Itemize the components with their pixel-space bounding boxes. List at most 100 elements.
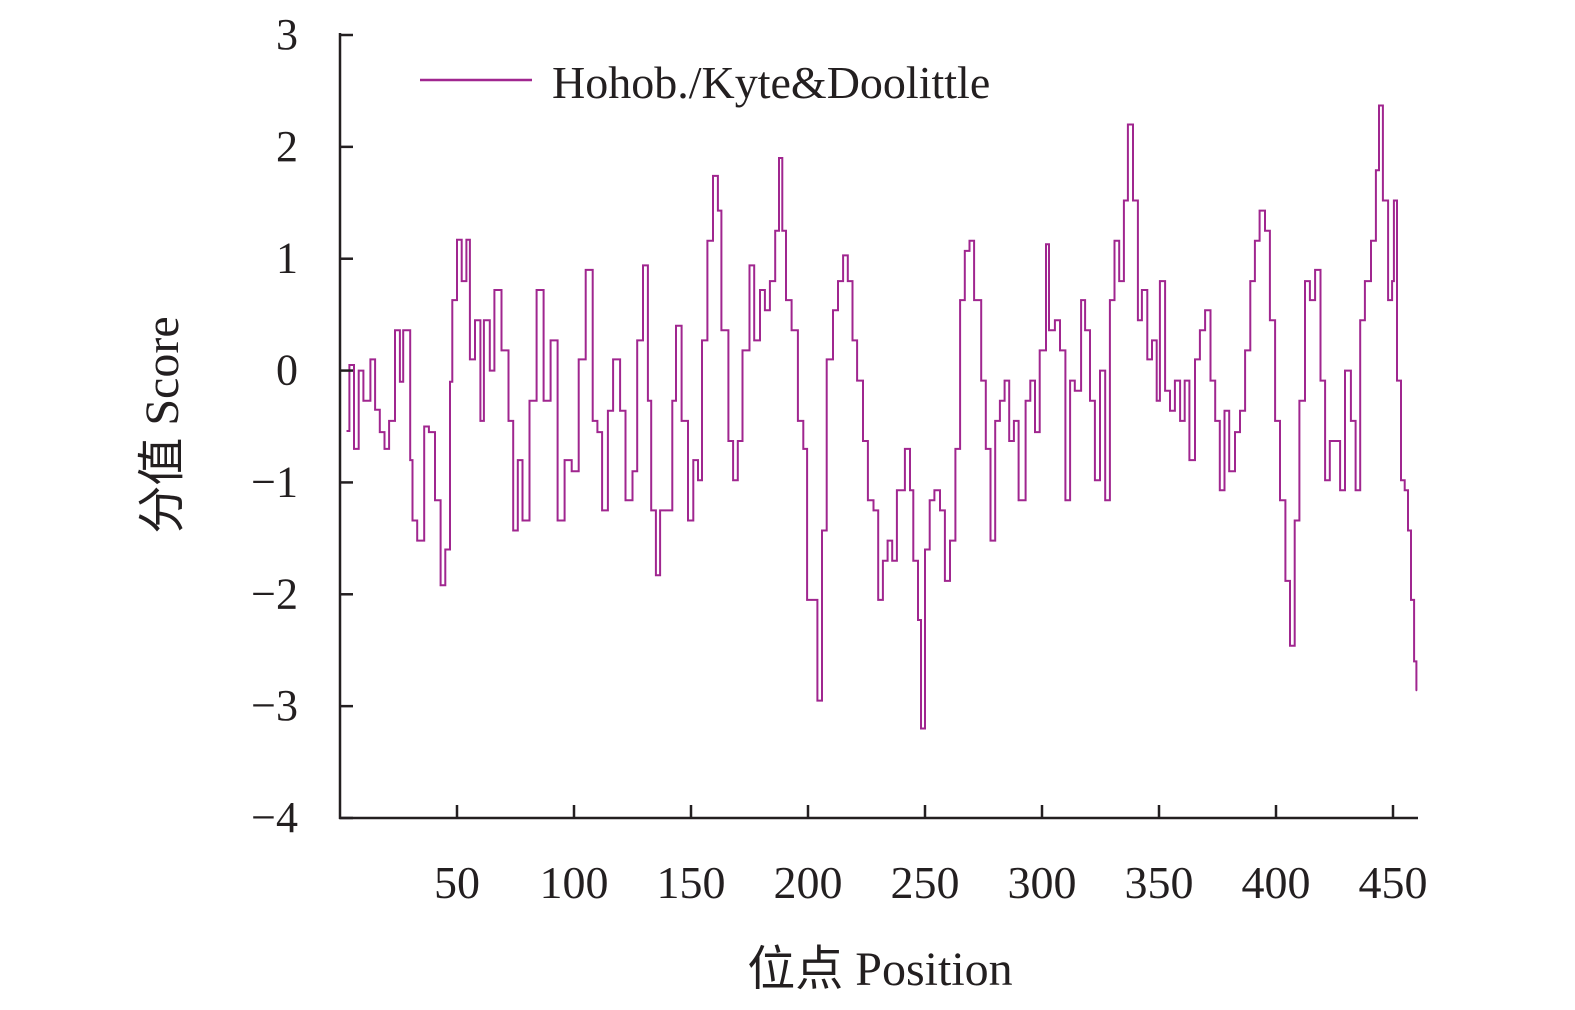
data-point xyxy=(1034,431,1036,433)
data-point xyxy=(1329,440,1331,442)
data-point xyxy=(624,499,627,502)
data-point xyxy=(1013,420,1015,422)
y-tick-label: 0 xyxy=(276,346,298,395)
data-point xyxy=(1387,299,1389,301)
data-point xyxy=(1359,319,1362,322)
data-point xyxy=(753,339,755,342)
data-point xyxy=(748,264,751,267)
data-point xyxy=(1146,358,1149,361)
data-point xyxy=(584,269,587,271)
data-point xyxy=(954,448,957,450)
y-tick-label: 1 xyxy=(276,234,298,283)
data-point xyxy=(348,364,351,366)
data-point xyxy=(1269,319,1271,322)
data-point xyxy=(1174,379,1176,382)
data-point xyxy=(985,448,987,450)
data-point xyxy=(659,509,661,512)
data-point xyxy=(882,559,884,562)
data-point xyxy=(1054,319,1056,322)
data-point xyxy=(687,519,689,522)
data-point xyxy=(675,325,677,327)
data-point xyxy=(479,420,482,422)
data-point xyxy=(542,399,545,402)
data-point xyxy=(1393,199,1395,202)
data-point xyxy=(1164,389,1166,392)
data-point xyxy=(631,470,634,473)
data-point xyxy=(1132,199,1134,202)
data-point xyxy=(994,420,996,422)
data-point xyxy=(346,430,348,432)
data-point xyxy=(1099,369,1101,372)
data-point xyxy=(577,358,580,361)
data-point xyxy=(1223,410,1226,412)
data-point xyxy=(399,380,401,383)
x-tick-label: 250 xyxy=(891,857,960,908)
data-point xyxy=(1029,379,1032,382)
x-axis-label: 位点 Position xyxy=(747,943,1012,996)
data-point xyxy=(856,379,858,382)
data-point xyxy=(1089,399,1091,402)
data-point xyxy=(842,254,844,257)
data-point xyxy=(636,339,638,342)
y-tick-label: −4 xyxy=(251,793,298,842)
data-point xyxy=(1413,660,1415,663)
data-point xyxy=(1151,339,1153,342)
data-point xyxy=(1407,529,1409,532)
data-point xyxy=(601,509,603,512)
data-point xyxy=(741,349,744,352)
data-point xyxy=(680,420,683,422)
data-point xyxy=(959,299,961,301)
data-point xyxy=(549,339,552,342)
data-point xyxy=(1403,489,1406,492)
data-point xyxy=(1319,379,1322,382)
data-point xyxy=(507,420,510,422)
data-point xyxy=(619,410,621,412)
data-point xyxy=(369,358,372,361)
series-layer xyxy=(346,104,1418,730)
x-tick-label: 100 xyxy=(540,857,609,908)
data-point xyxy=(650,509,653,512)
data-point xyxy=(1017,499,1020,502)
data-point xyxy=(904,448,906,450)
data-point xyxy=(411,519,414,522)
data-point xyxy=(1123,199,1125,202)
data-point xyxy=(928,499,931,502)
data-point xyxy=(1339,489,1341,492)
data-point xyxy=(1279,499,1281,502)
data-point xyxy=(1370,240,1372,242)
x-ticks: 50 100 150 200 250 300 350 400 450 xyxy=(434,805,1428,908)
legend: Hohob./Kyte&Doolittle xyxy=(420,57,990,108)
data-point xyxy=(1038,349,1041,352)
data-point xyxy=(816,699,819,702)
data-point xyxy=(416,539,419,542)
data-point xyxy=(933,489,936,492)
data-point xyxy=(388,420,390,422)
data-point xyxy=(647,399,649,402)
data-point xyxy=(1309,299,1311,301)
data-point xyxy=(409,459,412,461)
data-point xyxy=(886,539,889,542)
data-point xyxy=(837,280,839,282)
data-point xyxy=(1188,459,1191,461)
data-point xyxy=(1284,580,1287,582)
data-point xyxy=(1073,389,1076,392)
data-point xyxy=(493,289,496,291)
data-point xyxy=(423,425,426,428)
y-axis-label: 分值 Score xyxy=(136,316,189,533)
data-point xyxy=(556,519,559,522)
data-point xyxy=(642,264,644,267)
data-point xyxy=(821,529,823,532)
data-point xyxy=(1214,420,1216,422)
data-point xyxy=(968,240,971,242)
data-point xyxy=(939,509,941,512)
data-point xyxy=(1264,229,1266,232)
data-point xyxy=(1293,519,1296,522)
data-point xyxy=(353,448,355,450)
data-point xyxy=(1048,329,1050,332)
data-point xyxy=(846,280,849,282)
data-point xyxy=(712,175,714,177)
x-tick-label: 200 xyxy=(774,857,843,908)
data-point xyxy=(781,229,784,232)
data-point xyxy=(1274,420,1276,422)
data-point xyxy=(517,459,519,461)
